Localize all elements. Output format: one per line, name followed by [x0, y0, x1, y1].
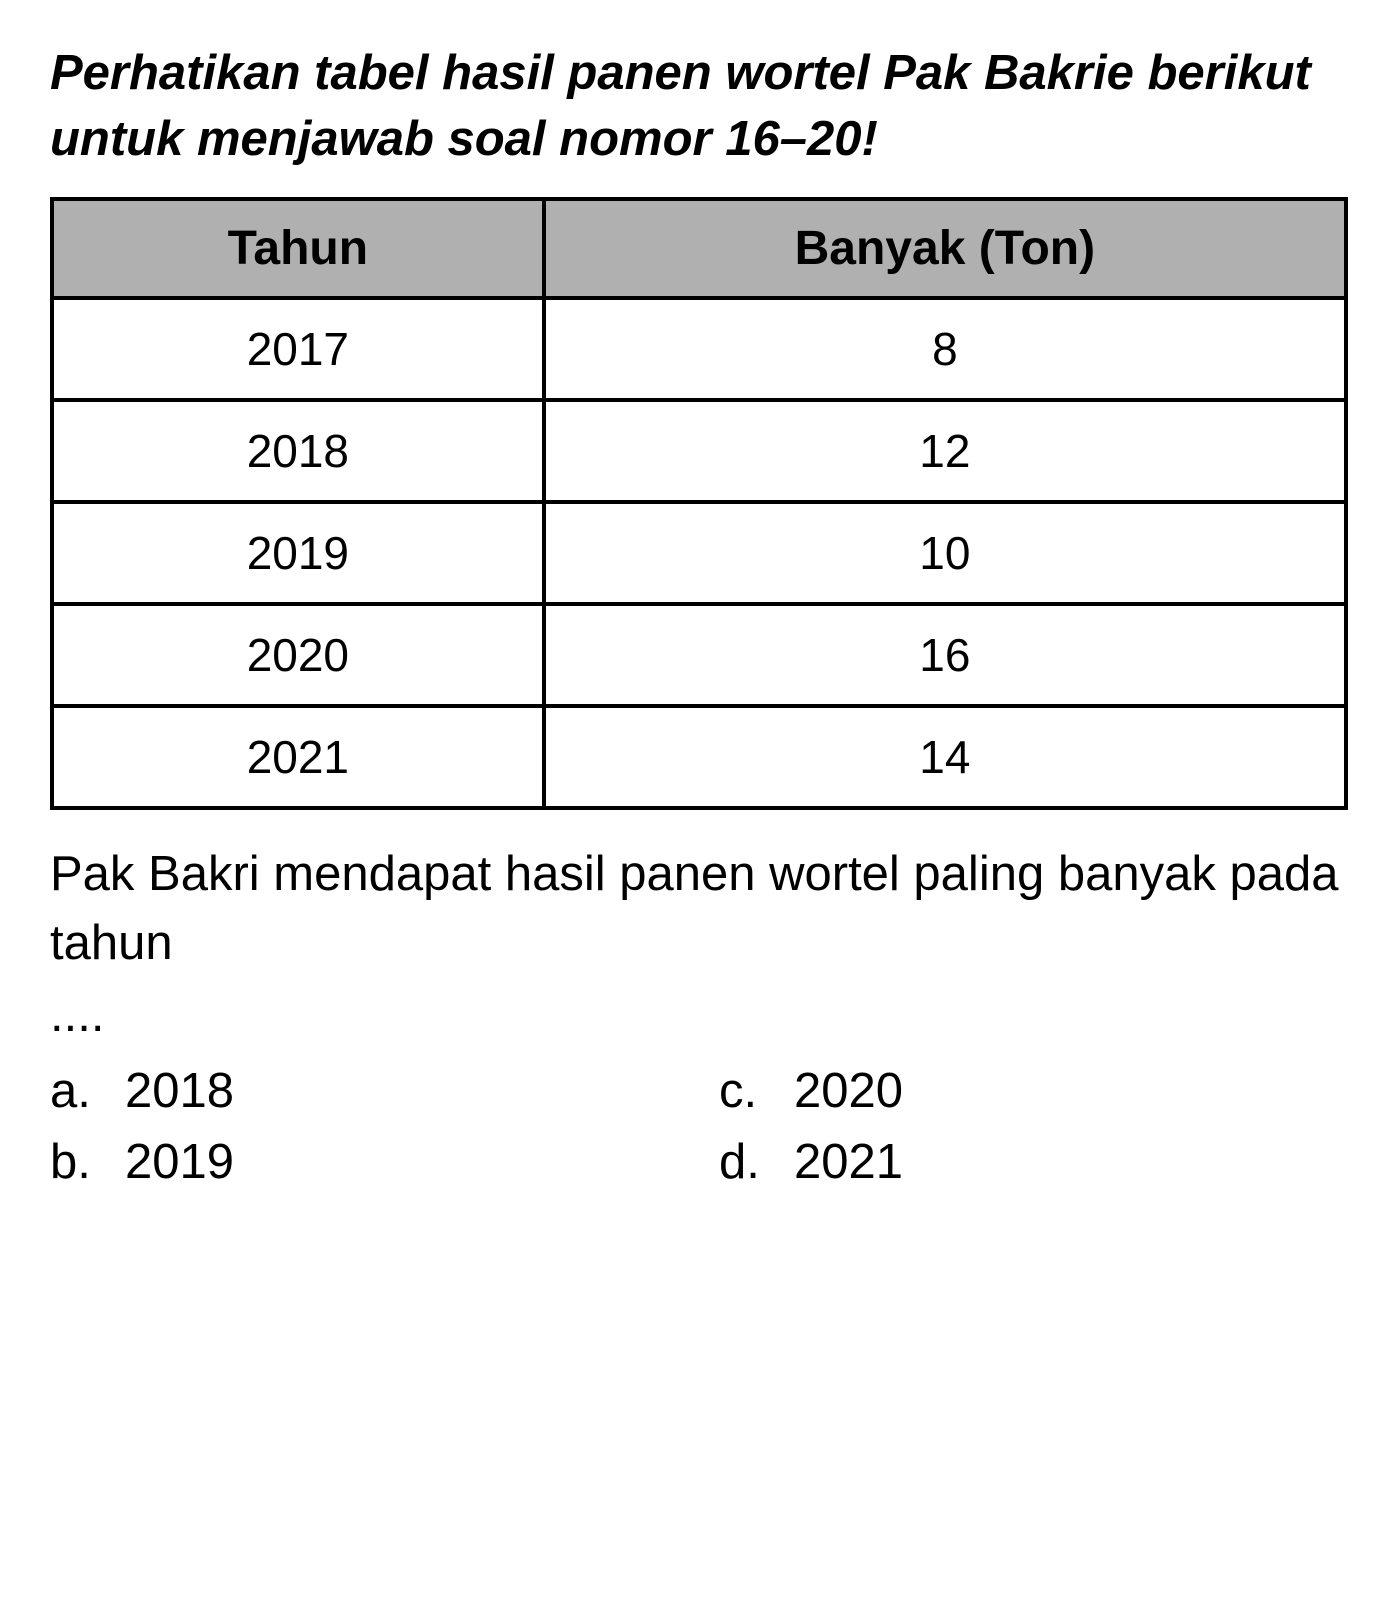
option-b: b. 2019	[50, 1134, 679, 1190]
option-c: c. 2020	[719, 1063, 1348, 1119]
option-letter: a.	[50, 1063, 100, 1119]
column-header-amount: Banyak (Ton)	[544, 199, 1346, 298]
option-letter: d.	[719, 1134, 769, 1190]
option-text: 2020	[794, 1063, 903, 1119]
cell-year: 2017	[52, 298, 544, 400]
table-row: 2017 8	[52, 298, 1346, 400]
table-row: 2021 14	[52, 706, 1346, 808]
cell-year: 2020	[52, 604, 544, 706]
cell-amount: 8	[544, 298, 1346, 400]
table-row: 2018 12	[52, 400, 1346, 502]
option-a: a. 2018	[50, 1063, 679, 1119]
instruction-text: Perhatikan tabel hasil panen wortel Pak …	[50, 40, 1348, 172]
column-header-year: Tahun	[52, 199, 544, 298]
cell-amount: 16	[544, 604, 1346, 706]
option-d: d. 2021	[719, 1134, 1348, 1190]
table-row: 2019 10	[52, 502, 1346, 604]
table-row: 2020 16	[52, 604, 1346, 706]
option-letter: b.	[50, 1134, 100, 1190]
harvest-table: Tahun Banyak (Ton) 2017 8 2018 12 2019 1…	[50, 197, 1348, 810]
cell-year: 2021	[52, 706, 544, 808]
table-header-row: Tahun Banyak (Ton)	[52, 199, 1346, 298]
question-text: Pak Bakri mendapat hasil panen wortel pa…	[50, 840, 1348, 977]
cell-year: 2018	[52, 400, 544, 502]
option-text: 2021	[794, 1134, 903, 1190]
cell-amount: 10	[544, 502, 1346, 604]
cell-amount: 14	[544, 706, 1346, 808]
option-text: 2019	[125, 1134, 234, 1190]
answer-dots: ....	[50, 987, 1348, 1043]
option-letter: c.	[719, 1063, 769, 1119]
answer-options: a. 2018 c. 2020 b. 2019 d. 2021	[50, 1063, 1348, 1190]
cell-amount: 12	[544, 400, 1346, 502]
cell-year: 2019	[52, 502, 544, 604]
option-text: 2018	[125, 1063, 234, 1119]
